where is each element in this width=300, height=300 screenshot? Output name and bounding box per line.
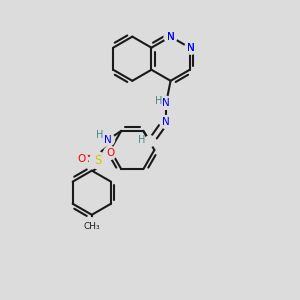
Circle shape — [75, 152, 88, 165]
Circle shape — [101, 133, 115, 146]
Circle shape — [160, 116, 172, 128]
Circle shape — [164, 30, 177, 43]
Text: N: N — [162, 117, 170, 127]
Circle shape — [160, 96, 172, 110]
Text: S: S — [94, 154, 101, 167]
Text: O: O — [77, 154, 86, 164]
Circle shape — [145, 136, 155, 146]
Circle shape — [89, 152, 106, 169]
Text: O: O — [106, 148, 114, 158]
Text: N: N — [167, 32, 175, 42]
Text: N: N — [162, 98, 170, 108]
Text: N: N — [104, 135, 112, 145]
Text: N: N — [187, 43, 195, 53]
Text: N: N — [167, 32, 175, 42]
Circle shape — [185, 41, 198, 54]
Circle shape — [103, 146, 117, 159]
Circle shape — [83, 218, 101, 236]
Text: H: H — [96, 130, 103, 140]
Text: CH₃: CH₃ — [83, 222, 100, 231]
Text: N: N — [187, 43, 195, 53]
Text: H: H — [138, 135, 146, 145]
Text: H: H — [155, 96, 163, 106]
